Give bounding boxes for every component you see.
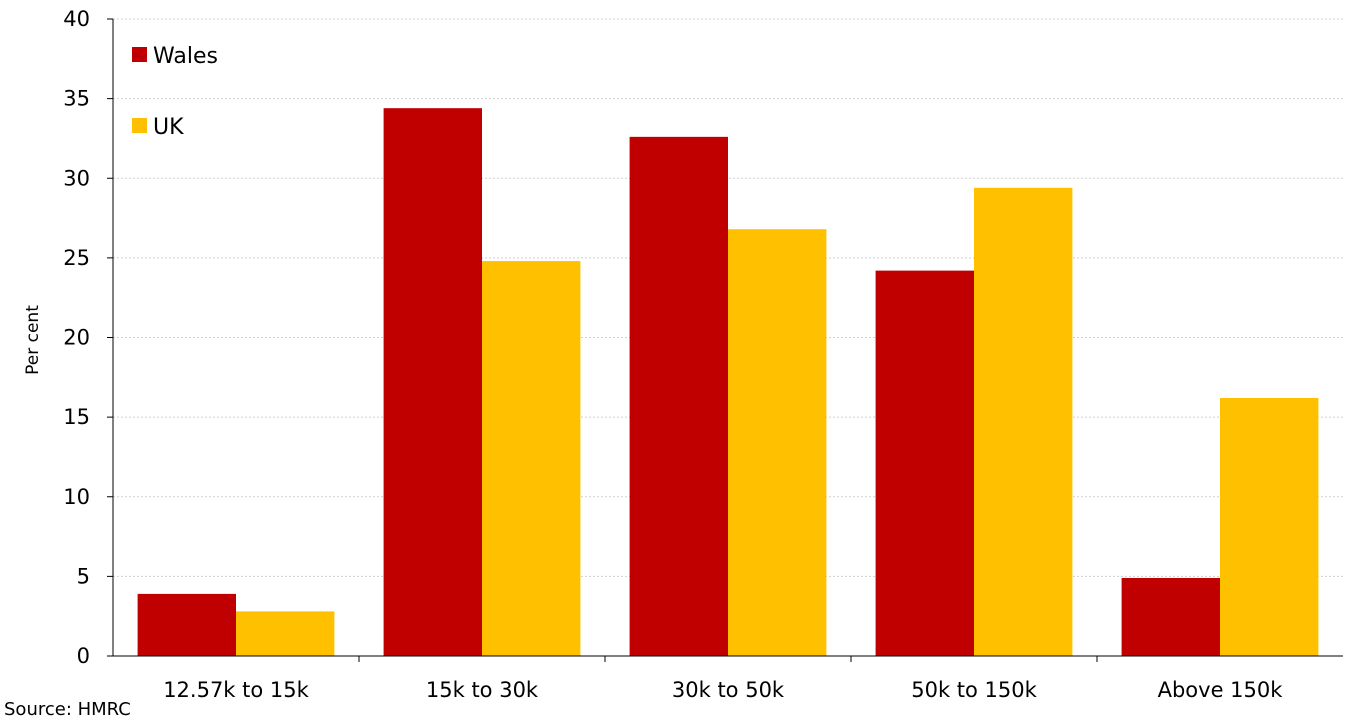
- bar-uk-2: [482, 261, 581, 656]
- legend: Wales UK: [132, 44, 218, 140]
- y-tick-label: 35: [63, 87, 90, 111]
- x-category-label: Above 150k: [1158, 678, 1284, 702]
- bars: [137, 108, 1319, 657]
- y-tick-label: 20: [63, 326, 90, 350]
- legend-swatch-wales: [132, 47, 147, 62]
- bar-wales-2: [383, 108, 482, 657]
- x-category-label: 12.57k to 15k: [163, 678, 309, 702]
- y-tick-labels: 0 5 10 15 20 25 30 35 40: [63, 7, 90, 668]
- legend-swatch-uk: [132, 118, 147, 133]
- legend-label-wales: Wales: [153, 44, 218, 69]
- bar-uk-1: [236, 611, 335, 656]
- axes: [107, 18, 1343, 662]
- y-tick-label: 30: [63, 166, 90, 190]
- bar-wales-5: [1121, 577, 1220, 656]
- x-category-label: 30k to 50k: [672, 678, 785, 702]
- x-category-label: 50k to 150k: [911, 678, 1037, 702]
- bar-wales-3: [629, 136, 728, 657]
- y-tick-label: 0: [77, 644, 90, 668]
- gridlines: [113, 18, 1343, 577]
- bar-uk-3: [728, 229, 827, 656]
- legend-label-uk: UK: [153, 115, 184, 140]
- y-tick-label: 40: [63, 7, 90, 31]
- bar-uk-5: [1220, 398, 1319, 656]
- bar-wales-4: [875, 270, 974, 656]
- x-category-label: 15k to 30k: [426, 678, 539, 702]
- y-tick-label: 25: [63, 246, 90, 270]
- y-axis-title: Per cent: [23, 305, 43, 375]
- y-tick-label: 10: [63, 485, 90, 509]
- x-category-labels: 12.57k to 15k 15k to 30k 30k to 50k 50k to …: [163, 678, 1283, 702]
- y-tick-label: 15: [63, 405, 90, 429]
- source-note: Source: HMRC: [4, 699, 131, 720]
- bar-wales-1: [137, 593, 236, 656]
- y-tick-label: 5: [77, 564, 90, 588]
- bar-uk-4: [974, 187, 1073, 656]
